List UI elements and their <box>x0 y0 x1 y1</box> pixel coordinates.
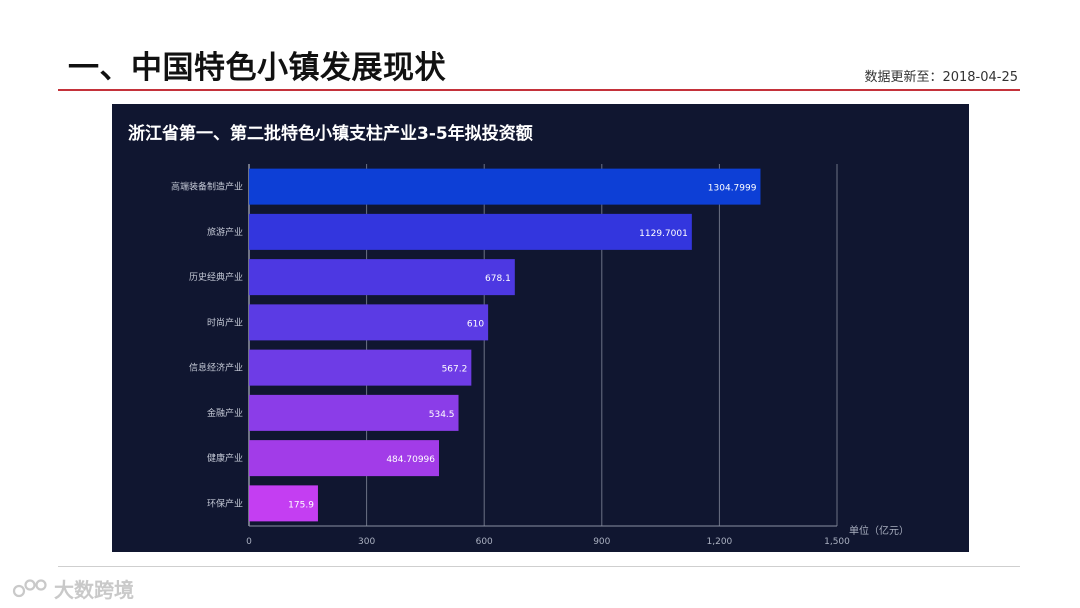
data-label: 484.70996 <box>386 455 435 465</box>
x-tick-label: 600 <box>476 537 493 547</box>
category-label: 旅游产业 <box>207 226 243 238</box>
brand-logo-icon <box>12 578 47 597</box>
watermark: 大数跨境 <box>12 574 134 603</box>
data-label: 175.9 <box>288 500 314 510</box>
bar <box>249 168 761 205</box>
category-label: 高端装备制造产业 <box>171 181 243 193</box>
bar <box>249 394 459 431</box>
unit-label: 单位（亿元） <box>849 524 909 537</box>
x-tick-label: 0 <box>246 537 252 547</box>
data-label: 1129.7001 <box>639 229 688 239</box>
x-tick-label: 1,200 <box>707 537 733 547</box>
watermark-text: 大数跨境 <box>54 578 134 602</box>
bar <box>249 213 692 250</box>
x-tick-label: 1,500 <box>824 537 850 547</box>
bar <box>249 259 515 296</box>
title-divider <box>58 89 1020 91</box>
page-title: 一、中国特色小镇发展现状 <box>68 50 446 86</box>
data-label: 534.5 <box>429 410 455 420</box>
bar <box>249 485 318 522</box>
category-label: 环保产业 <box>207 497 243 509</box>
x-tick-label: 900 <box>593 537 610 547</box>
bar <box>249 349 472 386</box>
category-label: 金融产业 <box>207 407 243 419</box>
data-label: 1304.7999 <box>708 184 757 194</box>
category-label: 健康产业 <box>207 452 243 464</box>
data-label: 678.1 <box>485 274 511 284</box>
footer-divider <box>58 566 1020 567</box>
data-updated-label: 数据更新至：2018-04-25 <box>864 70 1018 85</box>
data-label: 610 <box>467 319 484 329</box>
category-label: 信息经济产业 <box>189 362 243 374</box>
bar <box>249 440 440 477</box>
bar <box>249 304 489 341</box>
chart-title: 浙江省第一、第二批特色小镇支柱产业3-5年拟投资额 <box>128 124 533 144</box>
category-label: 时尚产业 <box>207 316 243 328</box>
chart-panel: 浙江省第一、第二批特色小镇支柱产业3-5年拟投资额 0 300 600 900 1,20… <box>112 104 969 552</box>
x-tick-label: 300 <box>358 537 375 547</box>
category-label: 历史经典产业 <box>189 271 243 283</box>
data-label: 567.2 <box>442 365 468 375</box>
